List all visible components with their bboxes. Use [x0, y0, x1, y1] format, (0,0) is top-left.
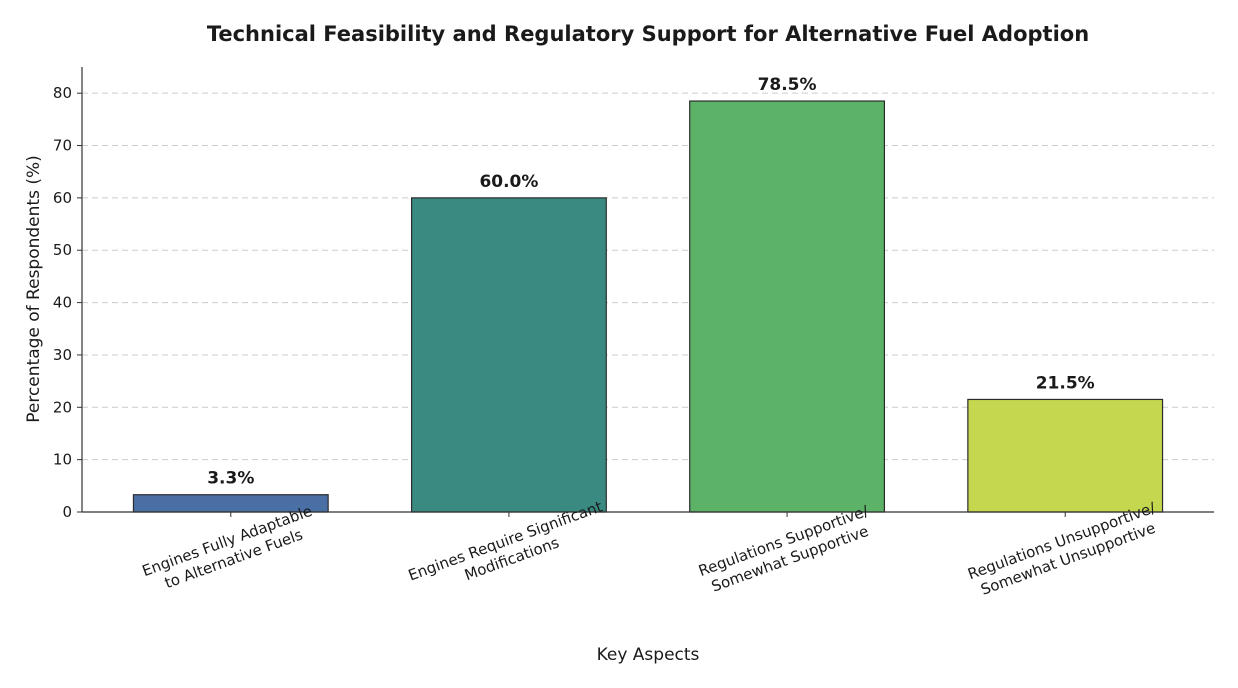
- data-labels: 3.3% 60.0% 78.5% 21.5%: [207, 75, 1094, 489]
- y-tick-label: 70: [53, 137, 72, 155]
- bar: [967, 398, 1164, 513]
- y-axis-label: Percentage of Respondents (%): [24, 155, 44, 423]
- bar-value-label: 78.5%: [758, 75, 817, 95]
- y-tick-label: 20: [53, 398, 72, 416]
- chart-title: Technical Feasibility and Regulatory Sup…: [207, 22, 1089, 46]
- axes: [81, 67, 1214, 513]
- x-axis-label: Key Aspects: [597, 645, 700, 665]
- bar-value-label: 60.0%: [479, 172, 538, 192]
- y-ticks: 0 10 20 30 40 50 60 70 80: [53, 84, 82, 521]
- y-tick-label: 60: [53, 189, 72, 207]
- y-tick-label: 30: [53, 346, 72, 364]
- y-tick-label: 0: [62, 503, 72, 521]
- bar: [689, 100, 886, 513]
- bars: [132, 100, 1164, 513]
- y-tick-label: 10: [53, 451, 72, 469]
- bar-value-label: 3.3%: [207, 469, 254, 489]
- y-tick-label: 50: [53, 241, 72, 259]
- bar-value-label: 21.5%: [1036, 373, 1095, 393]
- y-tick-label: 40: [53, 294, 72, 312]
- bar: [410, 197, 607, 513]
- y-tick-label: 80: [53, 84, 72, 102]
